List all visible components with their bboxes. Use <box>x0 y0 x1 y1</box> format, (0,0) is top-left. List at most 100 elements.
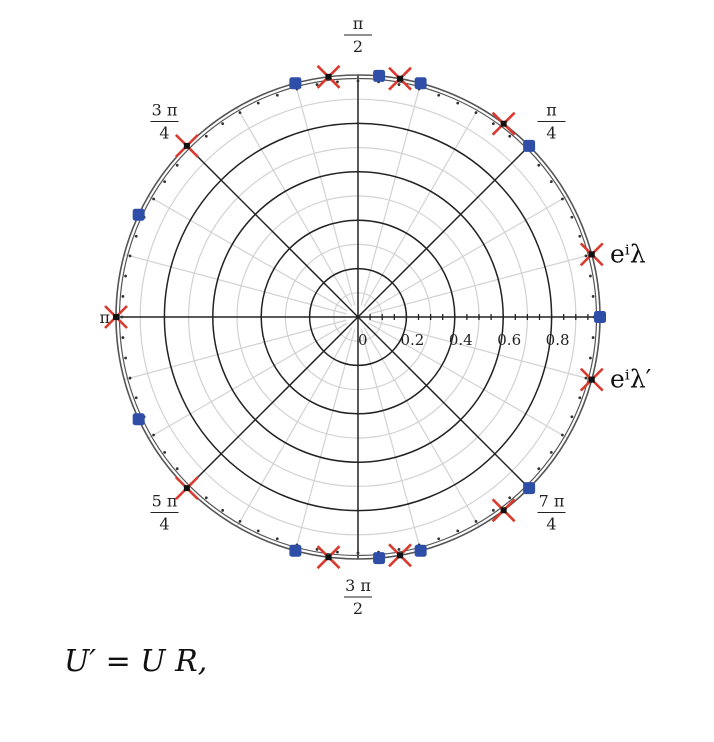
outer-tick <box>128 254 132 258</box>
outer-tick <box>589 356 592 360</box>
angle-label: 7 π4 <box>537 492 566 534</box>
cross-marker <box>174 133 199 158</box>
cross-marker <box>104 305 128 329</box>
cross-marker <box>579 242 604 267</box>
outer-tick <box>238 519 242 523</box>
outer-tick <box>560 433 564 437</box>
angle-label-denominator: 4 <box>159 123 169 142</box>
cross-center <box>325 554 332 561</box>
minor-spoke <box>294 328 356 551</box>
angle-label-denominator: 2 <box>353 37 363 56</box>
angle-label-numerator: 3 π <box>345 576 371 595</box>
outer-tick <box>336 80 339 84</box>
outer-tick <box>275 537 279 541</box>
outer-tick <box>124 356 127 360</box>
outer-tick <box>356 79 360 83</box>
major-spoke <box>357 145 530 318</box>
cross-center <box>183 142 190 149</box>
outer-tick <box>163 180 167 184</box>
cross-marker <box>388 66 412 91</box>
minor-spoke <box>294 83 356 306</box>
outer-tick <box>124 274 127 278</box>
outer-tick <box>204 496 208 500</box>
outer-tick <box>121 295 125 298</box>
minor-spoke <box>363 107 480 307</box>
square-marker <box>289 77 302 90</box>
outer-tick <box>570 215 574 219</box>
angle-label-numerator: π <box>546 100 557 119</box>
angle-label-denominator: 4 <box>546 515 556 534</box>
outer-tick <box>549 450 553 454</box>
angle-label: 3 π2 <box>344 576 372 618</box>
minor-spoke <box>236 327 353 527</box>
outer-tick <box>491 122 495 126</box>
major-spoke <box>357 316 530 489</box>
major-spoke <box>186 145 359 318</box>
outer-tick <box>256 101 260 105</box>
outer-tick <box>315 83 319 86</box>
outer-tick <box>315 548 319 551</box>
outer-tick <box>163 450 167 454</box>
outer-tick <box>152 433 156 437</box>
outer-tick <box>537 467 541 471</box>
minor-spoke <box>360 328 422 551</box>
outer-tick <box>175 163 179 167</box>
outer-tick <box>134 396 138 400</box>
outer-tick <box>508 496 512 500</box>
outer-tick <box>537 163 541 167</box>
angle-label-numerator: 3 π <box>152 100 178 119</box>
outer-tick <box>474 519 478 523</box>
angle-label: π <box>99 308 110 327</box>
outer-tick <box>397 548 401 551</box>
outer-tick <box>474 111 478 115</box>
radial-tick-label: 0.2 <box>400 331 424 349</box>
cross-center <box>183 485 190 492</box>
cross-marker <box>316 545 341 570</box>
square-marker <box>594 311 606 323</box>
outer-tick <box>128 376 132 380</box>
outer-tick <box>256 529 260 533</box>
square-marker <box>132 413 145 426</box>
outer-tick <box>221 508 225 512</box>
cross-center <box>397 552 404 559</box>
outer-tick <box>336 550 339 554</box>
outer-tick <box>204 134 208 138</box>
cross-center <box>588 251 595 258</box>
square-marker <box>414 544 427 557</box>
outer-tick <box>584 376 588 380</box>
radial-tick-label: 0.4 <box>449 331 473 349</box>
angle-label-numerator: 7 π <box>539 492 565 511</box>
angle-label: 3 π4 <box>150 100 179 142</box>
outer-tick <box>120 315 124 319</box>
outer-tick <box>578 396 582 400</box>
square-marker <box>523 139 536 152</box>
outer-tick <box>175 467 179 471</box>
outer-tick <box>238 111 242 115</box>
cross-marker <box>174 476 199 501</box>
minor-spoke <box>368 195 568 312</box>
outer-tick <box>121 336 125 339</box>
cross-center <box>325 73 332 80</box>
square-marker <box>373 69 386 82</box>
outer-tick <box>584 254 588 258</box>
outer-tick <box>491 508 495 512</box>
angle-label: π4 <box>537 100 566 142</box>
angle-label-denominator: 4 <box>546 123 556 142</box>
minor-spoke <box>368 322 568 439</box>
major-spoke <box>186 316 359 489</box>
outer-tick <box>591 295 595 298</box>
minor-spoke <box>369 319 592 381</box>
angle-label-denominator: 2 <box>353 599 363 618</box>
square-marker <box>132 208 145 221</box>
outer-tick <box>570 415 574 419</box>
minor-spoke <box>369 253 592 315</box>
minor-spoke <box>363 327 480 527</box>
minor-spoke <box>124 319 347 381</box>
equation-text: U′ = U R, <box>64 644 208 679</box>
cross-marker <box>579 367 604 392</box>
outer-tick <box>437 537 441 541</box>
outer-tick <box>549 180 553 184</box>
cross-center <box>500 507 507 514</box>
